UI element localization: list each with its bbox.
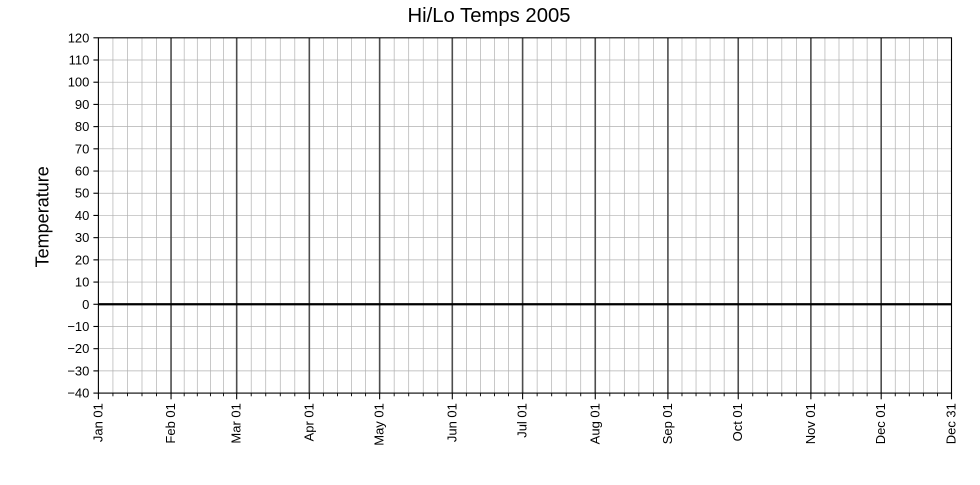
svg-text:Nov 01: Nov 01 [803, 403, 818, 444]
svg-text:Temperature: Temperature [33, 166, 53, 267]
svg-text:Dec 31: Dec 31 [944, 403, 959, 444]
svg-text:−20: −20 [67, 341, 89, 356]
svg-text:Aug 01: Aug 01 [587, 403, 602, 444]
svg-text:30: 30 [75, 230, 89, 245]
svg-text:10: 10 [75, 275, 89, 290]
svg-text:60: 60 [75, 164, 89, 179]
svg-text:−10: −10 [67, 319, 89, 334]
svg-text:Mar 01: Mar 01 [229, 403, 244, 443]
svg-text:Sep 01: Sep 01 [660, 403, 675, 444]
svg-text:Dec 01: Dec 01 [873, 403, 888, 444]
svg-text:Jan 01: Jan 01 [90, 403, 105, 442]
svg-text:40: 40 [75, 208, 89, 223]
svg-text:120: 120 [68, 30, 90, 45]
svg-text:100: 100 [68, 75, 90, 90]
svg-text:20: 20 [75, 252, 89, 267]
svg-text:Jul 01: Jul 01 [515, 403, 530, 438]
svg-text:0: 0 [82, 297, 89, 312]
svg-text:90: 90 [75, 97, 89, 112]
svg-text:50: 50 [75, 186, 89, 201]
svg-text:110: 110 [69, 53, 90, 68]
svg-text:Apr 01: Apr 01 [301, 403, 316, 441]
svg-text:May 01: May 01 [372, 403, 387, 446]
svg-text:Oct 01: Oct 01 [730, 403, 745, 441]
svg-text:80: 80 [75, 119, 89, 134]
svg-text:70: 70 [75, 141, 89, 156]
svg-text:Jun 01: Jun 01 [444, 403, 459, 442]
svg-text:Hi/Lo Temps 2005: Hi/Lo Temps 2005 [407, 5, 570, 27]
svg-text:−30: −30 [67, 363, 89, 378]
svg-text:Feb 01: Feb 01 [163, 403, 178, 443]
svg-text:−40: −40 [67, 386, 89, 401]
